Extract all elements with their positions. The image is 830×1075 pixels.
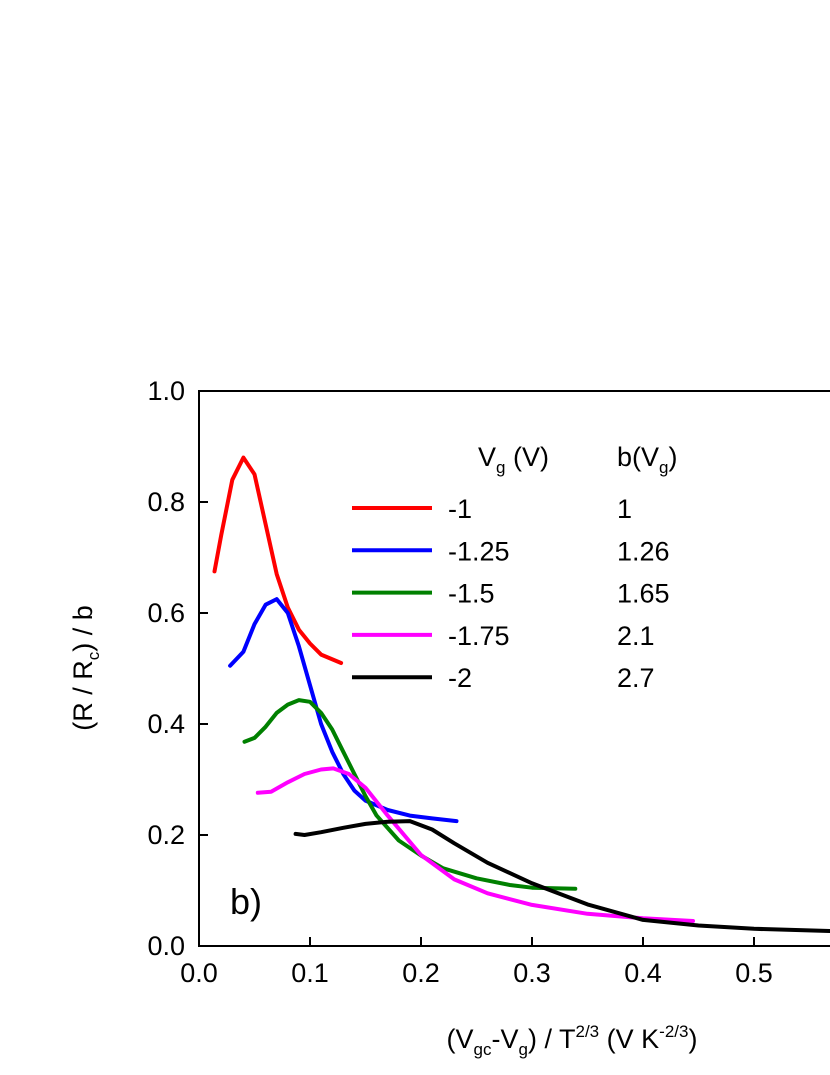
plot-frame — [198, 390, 830, 947]
x-tick-label: 0.5 — [735, 958, 773, 988]
panel-label: b) — [230, 881, 262, 922]
y-axis-label-part: ) / b — [68, 605, 98, 652]
x-tick-label: 0.3 — [513, 958, 551, 988]
legend-label: -1 — [448, 494, 472, 524]
legend-label: -1.5 — [448, 579, 495, 609]
y-tick-label: 1.0 — [147, 376, 185, 406]
x-axis-label-part: ) / T — [528, 1024, 576, 1054]
legend-header-part: g — [496, 458, 505, 477]
y-tick-label: 0.8 — [147, 487, 185, 517]
x-tick-label: 0.1 — [291, 958, 329, 988]
data-line — [293, 819, 830, 933]
legend-b-value: 2.7 — [617, 663, 655, 693]
legend-header-part: V — [478, 442, 496, 472]
legend-header-part: (V) — [505, 442, 549, 472]
data-line — [242, 698, 578, 891]
legend-label: -2 — [448, 663, 472, 693]
x-axis-label-part: 2/3 — [576, 1022, 600, 1041]
data-line — [212, 455, 344, 665]
y-axis-label-part: c — [84, 651, 103, 660]
x-tick-label: 0.4 — [624, 958, 662, 988]
legend-header: Vg (V) — [478, 442, 549, 477]
data-line — [228, 597, 459, 824]
legend-label: -1.25 — [448, 536, 510, 566]
x-axis-label-part: ) — [688, 1024, 697, 1054]
x-axis-label: (Vgc-Vg) / T2/3 (V K-2/3) — [447, 1022, 698, 1059]
y-axis-label-part: (R / R — [68, 660, 98, 731]
y-tick-label: 0.0 — [147, 931, 185, 961]
legend-header-part: g — [659, 458, 668, 477]
legend-header-part: b(V — [617, 442, 659, 472]
legend-header-part: ) — [669, 442, 678, 472]
legend-b-value: 2.1 — [617, 621, 655, 651]
x-tick-label: 0.0 — [180, 958, 218, 988]
data-line — [255, 766, 695, 923]
y-tick-label: 0.6 — [147, 598, 185, 628]
legend-header: b(Vg) — [617, 442, 678, 477]
x-axis-label-part: g — [519, 1040, 528, 1059]
y-tick-label: 0.4 — [147, 709, 185, 739]
x-axis-label-part: gc — [474, 1040, 492, 1059]
y-tick-label: 0.2 — [147, 820, 185, 850]
x-tick-label: 0.2 — [402, 958, 440, 988]
x-axis-label-part: (V K — [599, 1024, 659, 1054]
legend-label: -1.75 — [448, 621, 510, 651]
x-axis-label-part: -2/3 — [659, 1022, 688, 1041]
x-axis-label-part: -V — [492, 1024, 519, 1054]
y-axis-label: (R / Rc) / b — [68, 605, 103, 731]
legend-b-value: 1 — [617, 494, 632, 524]
legend-b-value: 1.26 — [617, 536, 670, 566]
x-axis-label-part: (V — [447, 1024, 474, 1054]
legend-b-value: 1.65 — [617, 579, 670, 609]
